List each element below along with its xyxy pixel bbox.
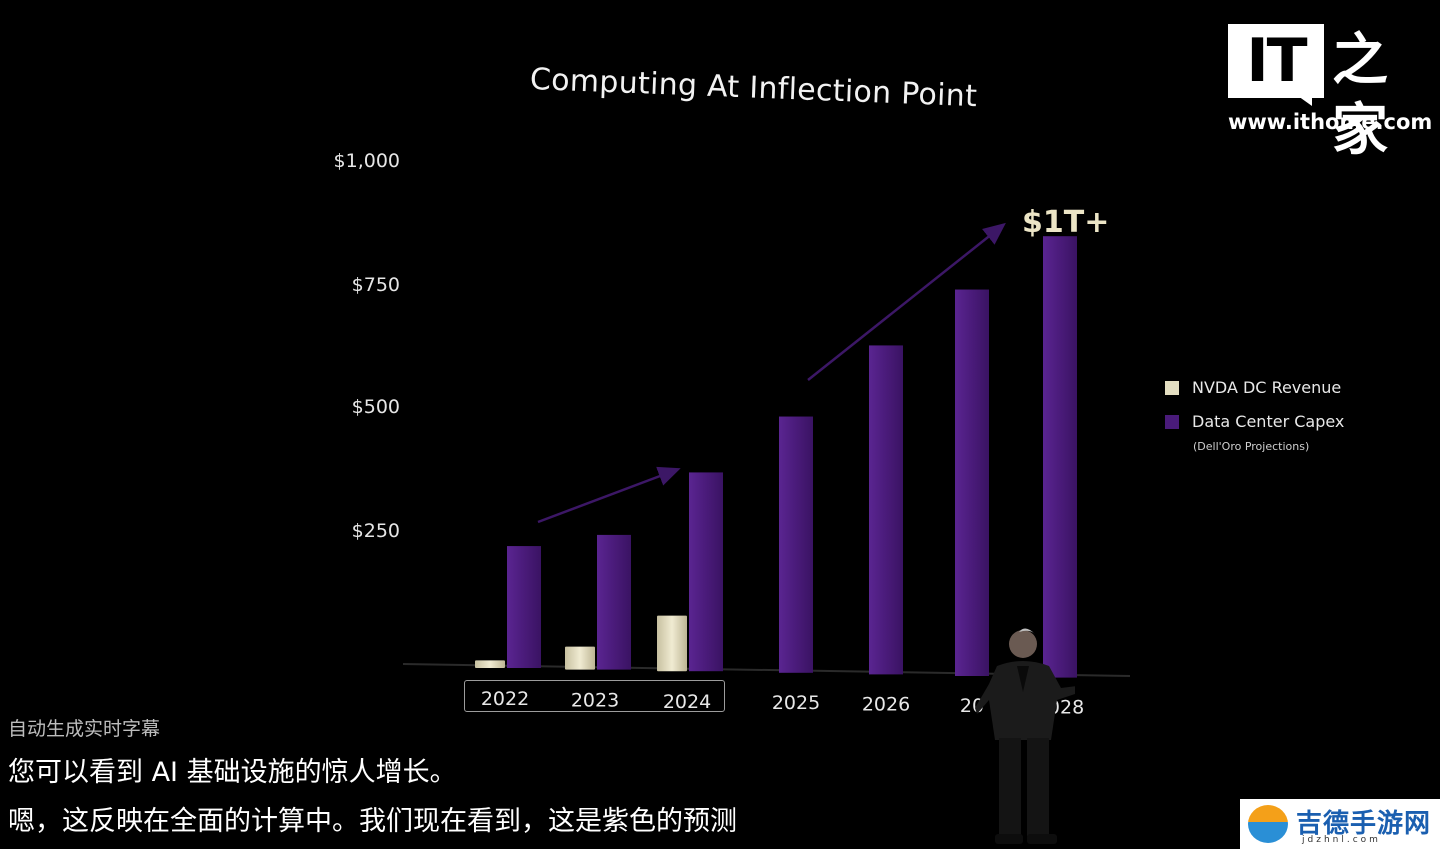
y-tick-label: $1,000 <box>334 150 400 172</box>
trend-arrow-2025-2028 <box>807 222 1006 381</box>
x-tick-label-2022: 2022 <box>481 688 529 710</box>
x-tick-label-2026: 2026 <box>862 694 910 716</box>
bar-capex-2023 <box>597 534 631 670</box>
caption-line-1: 您可以看到 AI 基础设施的惊人增长。 <box>8 757 457 788</box>
watermark: 吉德手游网 jdzhnl.com <box>1240 799 1440 849</box>
bar-nvda-revenue-2023 <box>565 646 595 670</box>
bar-nvda-revenue-2024 <box>657 615 687 672</box>
y-tick-label: $500 <box>352 396 400 418</box>
highlight-box <box>464 680 725 712</box>
legend-swatch-capex <box>1165 415 1179 429</box>
x-tick-label-2023: 2023 <box>571 689 619 711</box>
trend-arrow-2022-2024 <box>537 466 681 524</box>
legend-note: (Dell'Oro Projections) <box>1193 440 1310 453</box>
annotation-1t-label: $1T+ <box>1022 205 1109 240</box>
logo-url: www.ithome.com <box>1228 110 1433 134</box>
bar-capex-2027 <box>955 289 989 676</box>
bar-capex-2026 <box>869 345 903 675</box>
watermark-domain: jdzhnl.com <box>1302 835 1381 845</box>
logo-cn-text: 之家 <box>1332 28 1388 163</box>
bar-capex-2024 <box>689 472 723 672</box>
x-tick-label-2025: 2025 <box>772 692 820 714</box>
caption-header: 自动生成实时字幕 <box>8 718 161 740</box>
y-tick-label: $250 <box>352 520 400 542</box>
y-tick-label: $750 <box>352 274 400 296</box>
logo-speech-tail-icon <box>1298 96 1312 106</box>
speaker-figure <box>975 628 1075 844</box>
bar-capex-2022 <box>507 546 541 668</box>
watermark-logo-icon <box>1248 805 1288 843</box>
legend-swatch-nvda <box>1165 381 1179 395</box>
watermark-name: 吉德手游网 <box>1296 809 1432 839</box>
x-tick-label-2024: 2024 <box>663 691 711 713</box>
caption-line-2: 嗯，这反映在全面的计算中。我们现在看到，这是紫色的预测 <box>8 806 737 837</box>
bar-nvda-revenue-2022 <box>475 660 505 668</box>
legend-label-nvda: NVDA DC Revenue <box>1192 378 1342 397</box>
legend-label-capex: Data Center Capex <box>1192 412 1345 431</box>
logo-it-mark: IT <box>1228 24 1324 98</box>
bar-capex-2028 <box>1043 236 1077 678</box>
bar-capex-2025 <box>779 416 813 673</box>
